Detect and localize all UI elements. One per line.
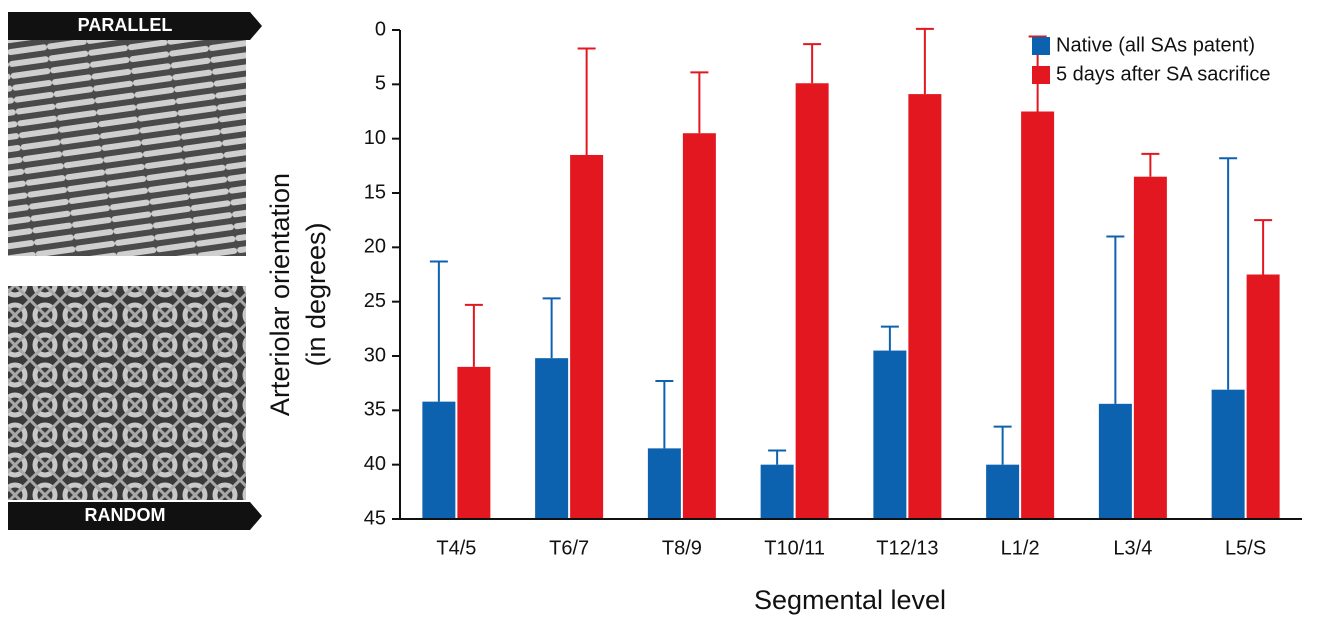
y-axis-label: Arteriolar orientation (265, 173, 295, 416)
parallel-image (8, 38, 246, 256)
y-axis-label: (in degrees) (301, 222, 331, 366)
bar (1211, 389, 1245, 519)
bar (1098, 403, 1132, 519)
panel-label: PARALLEL (78, 15, 173, 35)
bar (795, 83, 829, 519)
y-tick-label: 0 (375, 18, 386, 40)
bar (1246, 274, 1280, 519)
x-tick-label: T6/7 (549, 537, 589, 559)
x-tick-label: T8/9 (662, 537, 702, 559)
x-tick-label: T12/13 (876, 537, 938, 559)
bar (760, 464, 794, 519)
x-tick-label: T4/5 (436, 537, 476, 559)
y-tick-label: 20 (364, 236, 386, 258)
random-image (8, 286, 246, 500)
y-tick-label: 25 (364, 290, 386, 312)
bar (570, 154, 604, 519)
bar (986, 464, 1020, 519)
legend-swatch (1032, 66, 1050, 84)
y-tick-label: 35 (364, 399, 386, 421)
bar (535, 358, 569, 519)
bar (647, 448, 681, 519)
x-axis-label: Segmental level (754, 585, 946, 615)
y-tick-label: 5 (375, 73, 386, 95)
x-tick-label: L1/2 (1001, 537, 1040, 559)
x-tick-label: T10/11 (764, 537, 825, 559)
legend-label: Native (all SAs patent) (1056, 34, 1255, 56)
bar (1133, 176, 1167, 519)
bar (873, 350, 907, 519)
legend-swatch (1032, 37, 1050, 55)
bar (682, 133, 716, 519)
y-tick-label: 10 (364, 127, 386, 149)
random-banner (8, 502, 262, 530)
x-tick-label: L3/4 (1113, 537, 1152, 559)
panel-label: RANDOM (85, 505, 166, 525)
y-tick-label: 30 (364, 344, 386, 366)
bar (908, 94, 942, 519)
legend-label: 5 days after SA sacrifice (1056, 63, 1271, 85)
x-tick-label: L5/S (1225, 537, 1266, 559)
y-tick-label: 45 (364, 507, 386, 529)
parallel-banner (8, 12, 262, 40)
y-tick-label: 40 (364, 453, 386, 475)
y-tick-label: 15 (364, 181, 386, 203)
chart: 0 5 10 15 20 25 30 35 40 45 Arteriolar orientation… (265, 18, 1302, 615)
bar (422, 401, 456, 519)
bar (457, 366, 491, 519)
bar (1021, 111, 1055, 519)
